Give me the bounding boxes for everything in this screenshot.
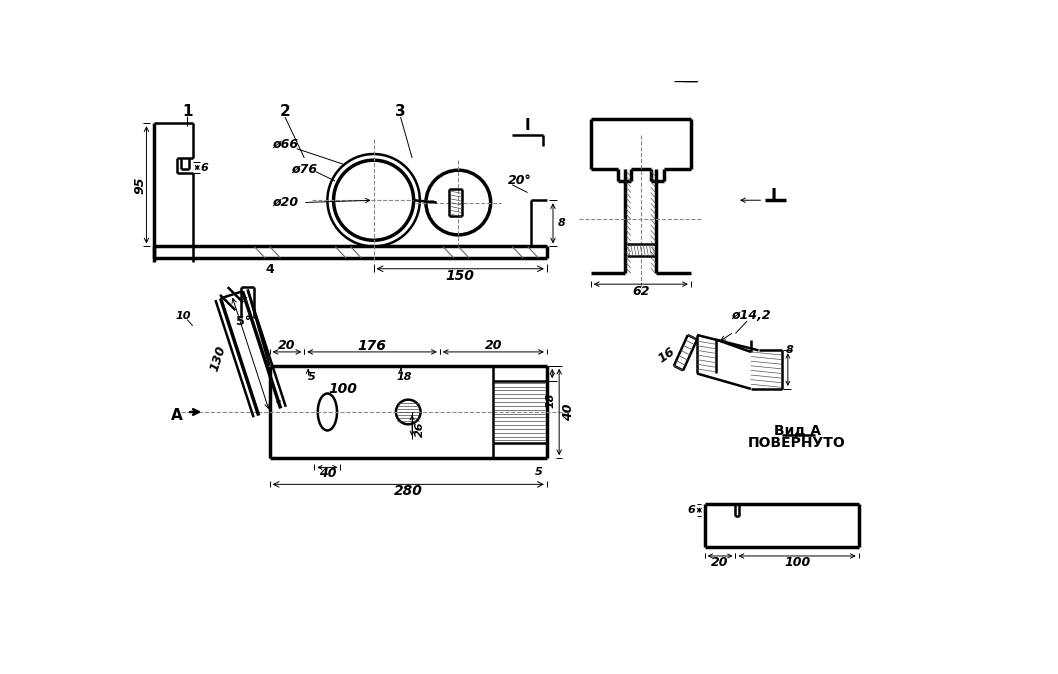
Text: 100: 100 bbox=[328, 382, 358, 396]
Text: 176: 176 bbox=[358, 339, 386, 353]
Text: 40: 40 bbox=[318, 467, 336, 480]
Text: 5: 5 bbox=[308, 372, 316, 382]
Text: 150: 150 bbox=[445, 269, 474, 282]
Text: 95: 95 bbox=[133, 176, 147, 193]
Text: I: I bbox=[771, 187, 777, 206]
Text: 18: 18 bbox=[546, 393, 555, 408]
Text: 8: 8 bbox=[785, 345, 794, 355]
Text: 6: 6 bbox=[200, 163, 208, 173]
Text: ПОВЕРНУТО: ПОВЕРНУТО bbox=[748, 436, 846, 450]
Text: 5: 5 bbox=[535, 467, 543, 477]
Text: 100: 100 bbox=[784, 555, 810, 569]
Text: 20: 20 bbox=[711, 555, 729, 569]
Text: 8: 8 bbox=[558, 218, 565, 228]
Text: A: A bbox=[171, 408, 183, 423]
Text: 20: 20 bbox=[278, 339, 295, 353]
Text: ø66: ø66 bbox=[272, 137, 298, 150]
Text: 3: 3 bbox=[396, 104, 406, 119]
Text: ø14,2: ø14,2 bbox=[731, 309, 770, 322]
Text: 20°: 20° bbox=[508, 175, 532, 187]
Text: ø20: ø20 bbox=[272, 196, 298, 209]
Text: 20: 20 bbox=[485, 339, 503, 353]
Text: 4: 4 bbox=[266, 263, 274, 276]
Text: 16: 16 bbox=[655, 344, 677, 365]
Text: 40: 40 bbox=[562, 403, 574, 421]
Text: ø76: ø76 bbox=[291, 163, 317, 176]
Text: 26: 26 bbox=[415, 422, 425, 437]
Text: I: I bbox=[525, 118, 530, 133]
Text: 10: 10 bbox=[176, 311, 191, 321]
Text: 130: 130 bbox=[207, 344, 229, 373]
Text: Вид А: Вид А bbox=[773, 424, 821, 438]
Text: 62: 62 bbox=[632, 285, 650, 299]
Text: 1: 1 bbox=[182, 104, 193, 119]
Text: 6: 6 bbox=[687, 505, 695, 515]
Text: 18: 18 bbox=[397, 372, 413, 382]
Text: 2: 2 bbox=[279, 104, 290, 119]
Text: 280: 280 bbox=[394, 483, 423, 497]
Text: 5°: 5° bbox=[236, 315, 251, 328]
